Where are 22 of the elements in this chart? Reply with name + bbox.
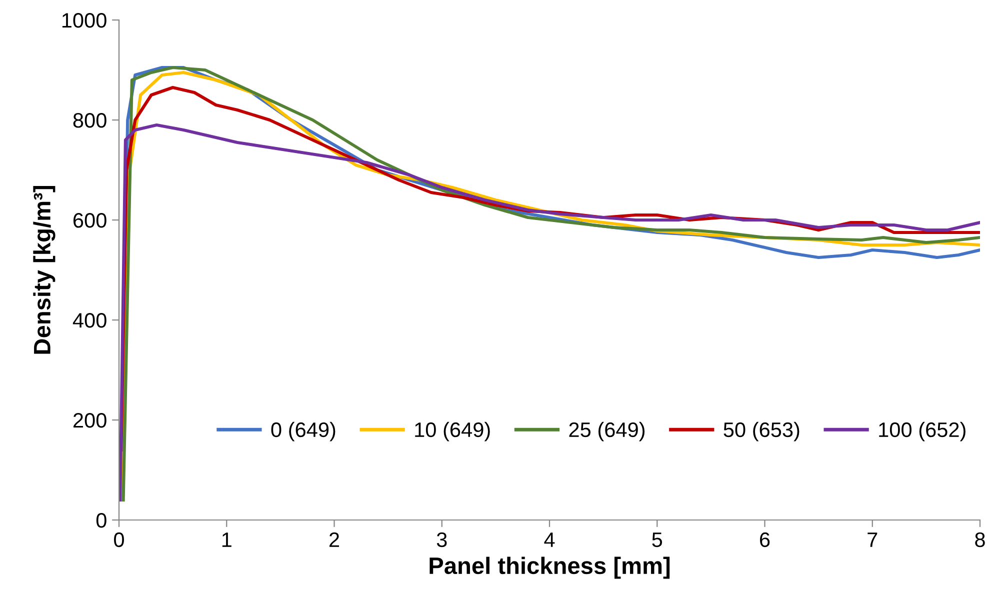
- x-tick-label: 8: [975, 532, 985, 548]
- x-tick-label: 6: [760, 532, 770, 548]
- x-tick-label: 1: [222, 532, 232, 547]
- legend-label: 10 (649): [415, 422, 490, 442]
- y-tick-label: 1000: [62, 13, 106, 28]
- x-tick-label: 0: [114, 532, 124, 548]
- x-tick-label: 7: [868, 532, 878, 547]
- y-tick-label: 600: [73, 213, 106, 228]
- y-tick-label: 200: [73, 413, 106, 428]
- legend-label: 25 (649): [569, 422, 645, 442]
- x-tick-label: 5: [652, 532, 662, 548]
- y-axis-title: Density [kg/m³]: [33, 186, 56, 354]
- x-tick-label: 2: [330, 532, 339, 547]
- x-tick-label: 3: [436, 532, 447, 548]
- y-tick-label: 800: [73, 113, 106, 128]
- legend-label: 0 (649): [271, 422, 336, 442]
- x-tick-label: 4: [544, 532, 555, 547]
- legend-label: 50 (653): [724, 422, 800, 442]
- x-axis-title: Panel thickness [mm]: [430, 556, 670, 579]
- y-tick-label: 0: [96, 513, 106, 528]
- y-tick-label: 400: [72, 313, 106, 328]
- legend-label: 100 (652): [879, 422, 966, 442]
